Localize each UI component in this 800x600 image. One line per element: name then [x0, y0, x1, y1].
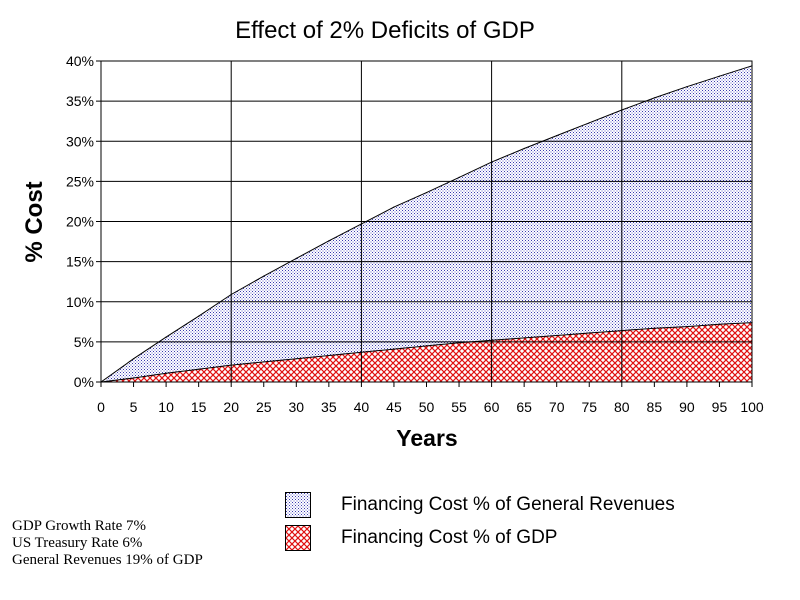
- data-point: [133, 358, 135, 360]
- legend-label: Financing Cost % of GDP: [341, 526, 558, 548]
- x-tick-label: 95: [712, 399, 728, 415]
- data-point: [425, 345, 428, 347]
- data-point: [295, 257, 297, 259]
- data-point: [588, 332, 590, 334]
- data-point: [230, 293, 232, 296]
- x-tick-label: 45: [386, 399, 402, 415]
- x-tick-label: 70: [549, 399, 565, 415]
- chart-title: Effect of 2% Deficits of GDP: [235, 17, 535, 44]
- note-general-revenues: General Revenues 19% of GDP: [12, 552, 203, 568]
- y-tick-label: 20%: [66, 214, 94, 230]
- data-point: [556, 135, 558, 137]
- note-treasury-rate: US Treasury Rate 6%: [12, 535, 143, 551]
- x-tick-label: 100: [740, 399, 764, 415]
- y-tick-label: 15%: [66, 254, 94, 270]
- x-tick-label: 0: [97, 399, 105, 415]
- data-point: [198, 368, 200, 370]
- y-tick-label: 25%: [66, 173, 94, 189]
- legend-swatch-dotted: [285, 491, 311, 518]
- data-point: [621, 109, 623, 111]
- data-point: [491, 161, 493, 163]
- data-point: [621, 330, 623, 332]
- data-point: [165, 372, 167, 374]
- plot-border: [100, 60, 753, 383]
- data-point: [458, 342, 460, 344]
- legend-label: Financing Cost % of General Revenues: [341, 493, 675, 515]
- plot-area: 0% 5% 10% 15% 20% 25% 30% 35% 40% 0 5 10 15 20 25 30 35 4…: [66, 53, 764, 415]
- area-financing-cost-general-revenues: [101, 65, 752, 383]
- x-tick-label: 55: [451, 399, 467, 415]
- data-point: [295, 358, 297, 360]
- legend: Financing Cost % of General Revenues Fin…: [285, 488, 675, 554]
- data-point: [458, 176, 460, 178]
- x-tick-label: 50: [419, 399, 435, 415]
- x-tick-label: 85: [647, 399, 663, 415]
- legend-item-gdp: Financing Cost % of GDP: [285, 521, 675, 554]
- data-point: [393, 348, 395, 350]
- data-point: [328, 240, 330, 242]
- x-axis-label: Years: [396, 425, 457, 451]
- legend-swatch-crosshatch: [285, 524, 311, 551]
- y-tick-label: 10%: [66, 294, 94, 310]
- x-tick-label: 60: [484, 399, 500, 415]
- x-tick-label: 25: [256, 399, 272, 415]
- x-tick-label: 20: [223, 399, 239, 415]
- data-point: [653, 97, 656, 99]
- data-point: [360, 223, 362, 225]
- data-point: [360, 351, 362, 353]
- data-point: [718, 75, 721, 77]
- data-point: [425, 192, 428, 194]
- x-tick-label: 15: [191, 399, 207, 415]
- note-gdp-growth: GDP Growth Rate 7%: [12, 518, 147, 534]
- y-tick-label: 5%: [74, 334, 94, 350]
- x-tick-label: 10: [158, 399, 174, 415]
- data-point: [491, 339, 493, 341]
- data-point: [718, 323, 721, 325]
- data-point: [198, 315, 200, 317]
- assumption-notes: GDP Growth Rate 7% US Treasury Rate 6% G…: [12, 518, 203, 569]
- data-point: [653, 327, 656, 329]
- data-point: [686, 86, 688, 88]
- y-tick-label: 35%: [66, 93, 94, 109]
- x-tick-label: 75: [581, 399, 597, 415]
- data-point: [165, 336, 167, 338]
- data-point: [556, 334, 558, 337]
- y-tick-label: 40%: [66, 53, 94, 69]
- y-tick-label: 0%: [74, 374, 94, 390]
- data-point: [393, 206, 395, 208]
- x-tick-label: 35: [321, 399, 337, 415]
- x-tick-label: 65: [516, 399, 532, 415]
- data-point: [263, 275, 265, 277]
- data-point: [133, 377, 135, 379]
- data-point: [328, 354, 330, 357]
- legend-item-general-revenues: Financing Cost % of General Revenues: [285, 488, 675, 521]
- x-tick-label: 80: [614, 399, 630, 415]
- x-tick-label: 5: [130, 399, 138, 415]
- data-point: [588, 122, 590, 124]
- x-tick-label: 90: [679, 399, 695, 415]
- area-financing-cost-gdp: [101, 322, 752, 382]
- y-tick-label: 30%: [66, 133, 94, 149]
- x-tick-label: 30: [289, 399, 305, 415]
- data-point: [263, 361, 265, 363]
- data-point: [523, 337, 525, 339]
- y-axis-label: % Cost: [21, 181, 48, 262]
- data-point: [686, 326, 688, 328]
- x-tick-label: 40: [354, 399, 370, 415]
- data-point: [523, 147, 525, 150]
- data-point: [230, 364, 232, 366]
